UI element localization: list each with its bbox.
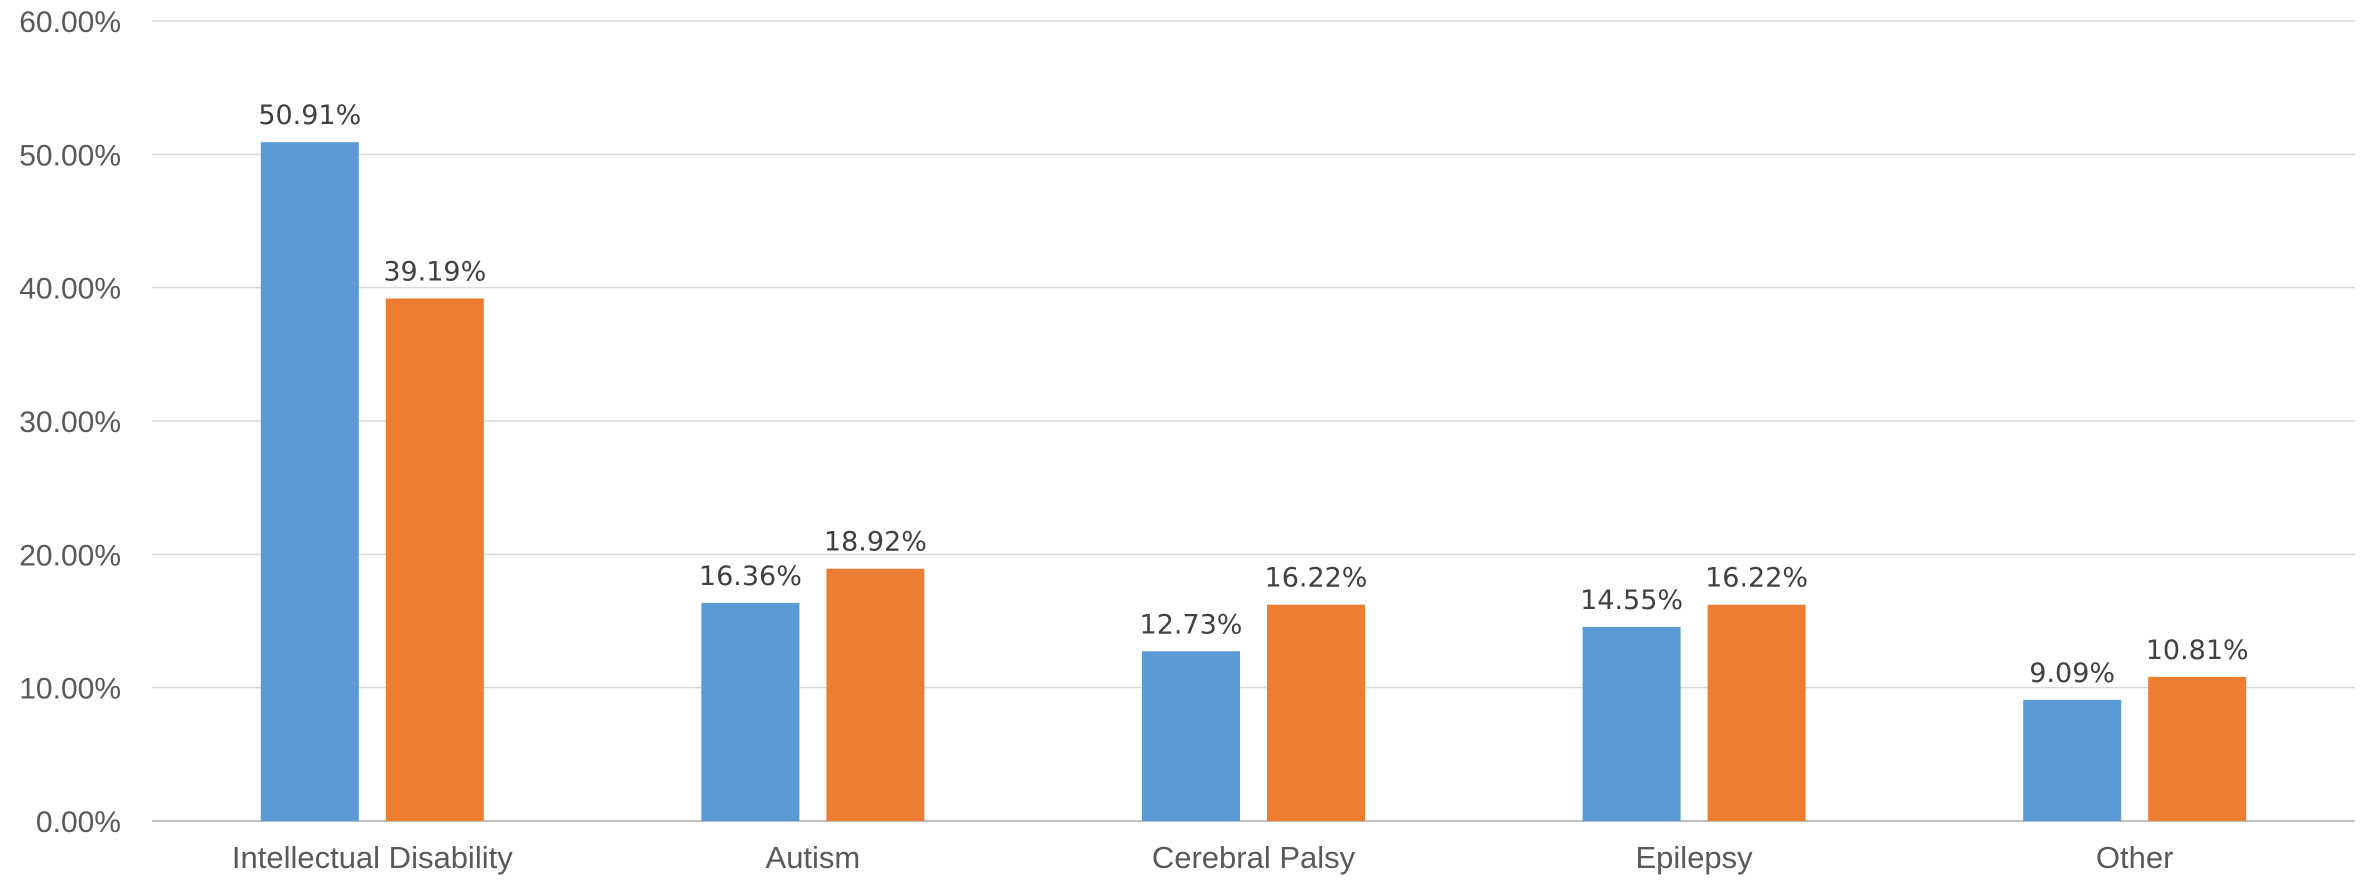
y-axis-ticks: 0.00% 10.00% 20.00% 30.00% 40.00% 50.00% 60.00…	[19, 6, 121, 839]
data-label: 50.91%	[258, 100, 361, 131]
y-tick-label: 0.00%	[36, 806, 121, 839]
bar-series1	[1582, 627, 1681, 821]
x-tick-label: Intellectual Disability	[232, 840, 513, 875]
data-label: 12.73%	[1140, 609, 1243, 640]
data-label: 9.09%	[2029, 658, 2115, 689]
bar-series2	[2148, 676, 2247, 821]
data-label: 14.55%	[1580, 585, 1683, 616]
bar-series2	[1707, 604, 1806, 821]
y-tick-label: 50.00%	[19, 139, 121, 172]
data-label: 39.19%	[383, 256, 486, 287]
x-tick-label: Epilepsy	[1636, 840, 1754, 875]
bar-series2	[385, 298, 484, 821]
data-label: 18.92%	[824, 527, 927, 558]
y-tick-label: 30.00%	[19, 406, 121, 439]
bar-series2	[1267, 604, 1365, 821]
x-tick-label: Other	[2096, 840, 2174, 875]
data-label: 10.81%	[2146, 635, 2249, 666]
bar-series1	[2023, 699, 2122, 821]
bar-series1	[260, 142, 359, 821]
x-tick-label: Autism	[766, 840, 861, 875]
bars	[260, 142, 2247, 821]
bar-series1	[1142, 651, 1240, 821]
x-tick-label: Cerebral Palsy	[1152, 840, 1356, 875]
bar-series2	[826, 568, 925, 821]
y-tick-label: 20.00%	[19, 539, 121, 572]
data-label: 16.22%	[1265, 563, 1368, 594]
x-axis-ticks: Intellectual Disability Autism Cerebral Pa…	[232, 840, 2174, 875]
bar-series1	[701, 602, 800, 821]
data-label: 16.36%	[699, 561, 802, 592]
y-tick-label: 10.00%	[19, 673, 121, 706]
y-tick-label: 60.00%	[19, 6, 121, 39]
data-label: 16.22%	[1705, 563, 1808, 594]
gridlines	[152, 20, 2355, 822]
y-tick-label: 40.00%	[19, 273, 121, 306]
data-labels: 50.91% 39.19% 16.36% 18.92% 12.73% 16.22% 14.5…	[258, 100, 2248, 689]
